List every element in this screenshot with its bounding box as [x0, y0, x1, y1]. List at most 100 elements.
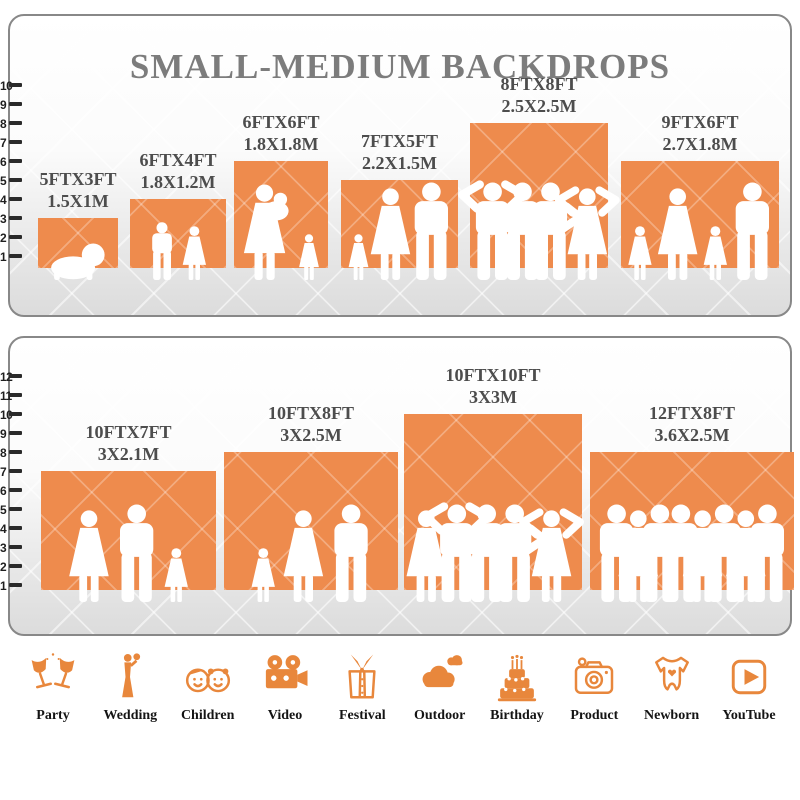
backdrop-size-label-ft: 5FTX3FT: [39, 169, 117, 190]
woman-arms-up-silhouette: [519, 508, 584, 602]
category-festival: Festival: [325, 650, 399, 724]
y-axis-tick-label: 1: [0, 579, 7, 593]
y-axis-tick: [9, 140, 22, 144]
backdrop-size-label-m: 3X2.5M: [280, 425, 342, 446]
backdrop-size-label-ft: 10FTX7FT: [85, 422, 172, 443]
category-wedding: Wedding: [93, 650, 167, 724]
y-axis-tick: [9, 83, 22, 87]
backdrop-bar: [38, 218, 118, 280]
y-axis-tick: [9, 254, 22, 258]
backdrop-bar: [234, 161, 328, 280]
backdrop-size-label-ft: 9FTX6FT: [661, 112, 739, 133]
backdrop-size-label: 5FTX3FT 1.5X1M: [0, 169, 188, 213]
backdrop-size-label: 6FTX6FT 1.8X1.8M: [171, 112, 391, 156]
backdrop-size-label-m: 3.6X2.5M: [654, 425, 730, 446]
woman-silhouette: [283, 510, 324, 602]
category-newborn: Newborn: [635, 650, 709, 724]
festival-gift-icon: [348, 654, 376, 699]
y-axis-tick-label: 3: [0, 212, 7, 226]
backdrop-size-label-m: 1.8X1.2M: [140, 172, 216, 193]
category-label: Newborn: [644, 708, 700, 723]
y-axis-tick-label: 6: [0, 155, 7, 169]
man-hands-hips-silhouette: [516, 182, 585, 280]
backdrop-size-label: 12FTX8FT 3.6X2.5M: [582, 403, 800, 447]
y-axis-tick: [9, 235, 22, 239]
y-axis-tick-label: 8: [0, 446, 7, 460]
people-silhouettes: [458, 180, 620, 280]
category-label: Outdoor: [413, 708, 466, 723]
y-axis-tick: [9, 450, 22, 454]
product-camera-icon: [575, 657, 614, 694]
y-axis-tick-label: 9: [0, 98, 7, 112]
y-axis-tick-label: 4: [0, 522, 7, 536]
baby-crawling-silhouette: [51, 243, 105, 280]
man-silhouette: [334, 504, 368, 602]
backdrop-bar: [224, 452, 398, 602]
youtube-play-icon: [731, 659, 767, 695]
backdrop-size-label-ft: 10FTX8FT: [267, 403, 354, 424]
man-silhouette: [414, 182, 448, 280]
people-silhouettes: [599, 504, 784, 602]
y-axis-tick-label: 5: [0, 503, 7, 517]
video-camera-icon: [265, 655, 308, 689]
backdrop-size-label-m: 2.2X1.5M: [362, 153, 437, 174]
y-axis-tick-label: 3: [0, 541, 7, 555]
boy-silhouette: [152, 222, 172, 280]
y-axis-tick: [9, 159, 22, 163]
y-axis-tick: [9, 412, 22, 416]
y-axis-tick: [9, 564, 22, 568]
backdrop-size-label-ft: 12FTX8FT: [648, 403, 735, 424]
category-label: Children: [180, 708, 235, 723]
backdrop-size-label-m: 1.5X1M: [47, 191, 109, 212]
children-faces-icon: [185, 668, 230, 693]
people-silhouettes: [406, 502, 584, 602]
backdrop-size-label-ft: 6FTX6FT: [242, 112, 320, 133]
girl-silhouette: [251, 548, 275, 602]
backdrop-size-label-ft: 8FTX8FT: [500, 74, 578, 95]
category-label: Festival: [338, 708, 386, 723]
backdrop-size-label: 9FTX6FT 2.7X1.8M: [590, 112, 800, 156]
backdrop-size-label-m: 2.7X1.8M: [662, 134, 738, 155]
girl-silhouette: [703, 226, 727, 280]
backdrop-bar: [404, 414, 584, 602]
y-axis-tick: [9, 121, 22, 125]
man-arms-up-silhouette: [458, 180, 528, 280]
backdrop-size-label-m: 2.5X2.5M: [501, 96, 577, 117]
woman-silhouette: [406, 510, 446, 602]
y-axis-tick-label: 7: [0, 465, 7, 479]
backdrop-size-label: 6FTX4FT 1.8X1.2M: [68, 150, 288, 194]
y-axis-tick: [9, 393, 22, 397]
category-label: Product: [570, 708, 619, 723]
y-axis-tick-label: 2: [0, 560, 7, 574]
category-video: Video: [248, 650, 322, 724]
category-label: Party: [36, 708, 70, 723]
category-party: Party: [16, 650, 90, 724]
people-silhouettes: [243, 184, 319, 280]
backdrop-size-label-ft: 6FTX4FT: [139, 150, 217, 171]
y-axis-tick: [9, 526, 22, 530]
woman-silhouette: [657, 188, 698, 280]
y-axis-tick-label: 6: [0, 484, 7, 498]
y-axis-tick-label: 1: [0, 250, 7, 264]
man-silhouette: [505, 182, 540, 280]
category-label: Wedding: [103, 708, 158, 723]
backdrop-size-label-m: 3X3M: [469, 387, 517, 408]
y-axis-tick-label: 5: [0, 174, 7, 188]
y-axis-tick: [9, 216, 22, 220]
y-axis-tick: [9, 197, 22, 201]
category-label: YouTube: [722, 708, 776, 723]
y-axis-tick: [9, 102, 22, 106]
woman-silhouette: [370, 188, 411, 280]
y-axis-tick-label: 2: [0, 231, 7, 245]
category-icon-row: Party Wedding Children Video: [16, 650, 786, 724]
backdrop-bar: [130, 199, 226, 280]
woman-arms-up-silhouette: [554, 186, 620, 280]
y-axis-tick: [9, 583, 22, 587]
outdoor-clouds-icon: [422, 655, 463, 688]
people-silhouettes: [51, 243, 105, 280]
y-axis-tick: [9, 374, 22, 378]
y-axis-tick: [9, 507, 22, 511]
people-silhouettes: [251, 504, 368, 602]
backdrop-bar: [341, 180, 458, 280]
toddler-silhouette: [348, 234, 369, 280]
